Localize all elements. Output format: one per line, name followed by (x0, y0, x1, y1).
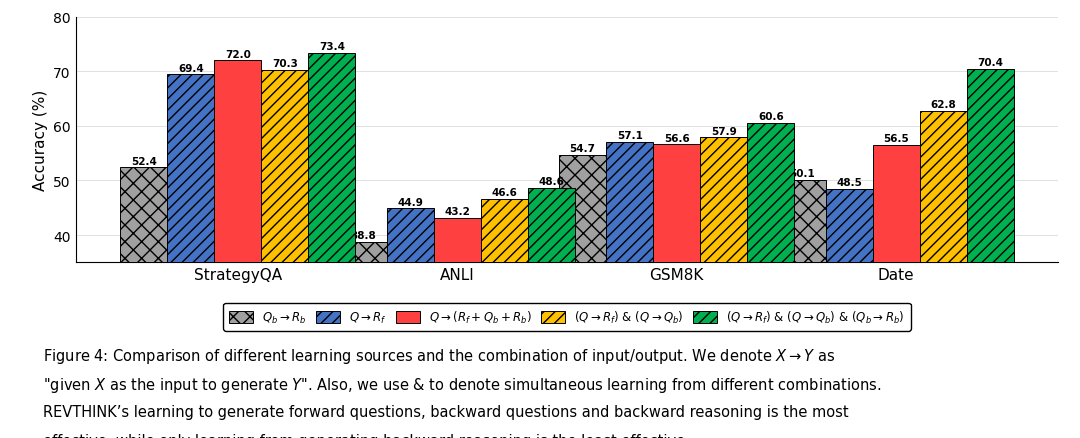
Text: 46.6: 46.6 (491, 188, 517, 198)
Bar (700, 138, 747, 438)
Text: 73.4: 73.4 (319, 42, 345, 52)
Text: 54.7: 54.7 (569, 144, 596, 154)
Bar (559, 155, 606, 438)
Text: 52.4: 52.4 (131, 156, 157, 166)
Bar (481, 200, 528, 438)
Legend: $Q_b \rightarrow R_b$, $Q \rightarrow R_f$, $Q \rightarrow (R_f + Q_b + R_b)$, $: $Q_b \rightarrow R_b$, $Q \rightarrow R_… (224, 303, 910, 331)
Text: 57.9: 57.9 (711, 127, 737, 136)
Bar (653, 145, 700, 438)
Bar (873, 145, 920, 438)
Bar (309, 53, 355, 438)
Bar (120, 168, 167, 438)
Text: REVTHINK’s learning to generate forward questions, backward questions and backwa: REVTHINK’s learning to generate forward … (43, 404, 849, 419)
Bar (825, 189, 873, 438)
Bar (747, 123, 794, 438)
Bar (606, 142, 653, 438)
Text: Figure 4: Comparison of different learning sources and the combination of input/: Figure 4: Comparison of different learni… (43, 346, 836, 365)
Bar (434, 218, 481, 438)
Bar (387, 209, 434, 438)
Text: 60.6: 60.6 (758, 112, 784, 122)
Text: 50.1: 50.1 (789, 169, 815, 179)
Bar (214, 61, 261, 438)
Bar (920, 111, 967, 438)
Bar (967, 70, 1014, 438)
Text: 44.9: 44.9 (397, 197, 423, 207)
Text: 72.0: 72.0 (225, 49, 251, 60)
Text: 70.4: 70.4 (977, 58, 1003, 68)
Text: 56.5: 56.5 (883, 134, 909, 144)
Bar (528, 189, 575, 438)
Text: 56.6: 56.6 (664, 134, 690, 143)
Bar (340, 242, 387, 438)
Bar (779, 180, 825, 438)
Text: 62.8: 62.8 (930, 100, 956, 110)
Text: 38.8: 38.8 (350, 230, 376, 240)
Bar (261, 71, 309, 438)
Text: effective, while only learning from generating backward reasoning is the least e: effective, while only learning from gene… (43, 433, 690, 438)
Text: "given $X$ as the input to generate $Y$". Also, we use & to denote simultaneous : "given $X$ as the input to generate $Y$"… (43, 375, 881, 394)
Text: 69.4: 69.4 (178, 64, 204, 74)
Bar (167, 75, 214, 438)
Text: 70.3: 70.3 (272, 59, 298, 69)
Text: 43.2: 43.2 (444, 206, 470, 216)
Text: 48.6: 48.6 (539, 177, 564, 187)
Y-axis label: Accuracy (%): Accuracy (%) (32, 90, 48, 191)
Text: 48.5: 48.5 (836, 177, 862, 187)
Text: 57.1: 57.1 (617, 131, 643, 141)
